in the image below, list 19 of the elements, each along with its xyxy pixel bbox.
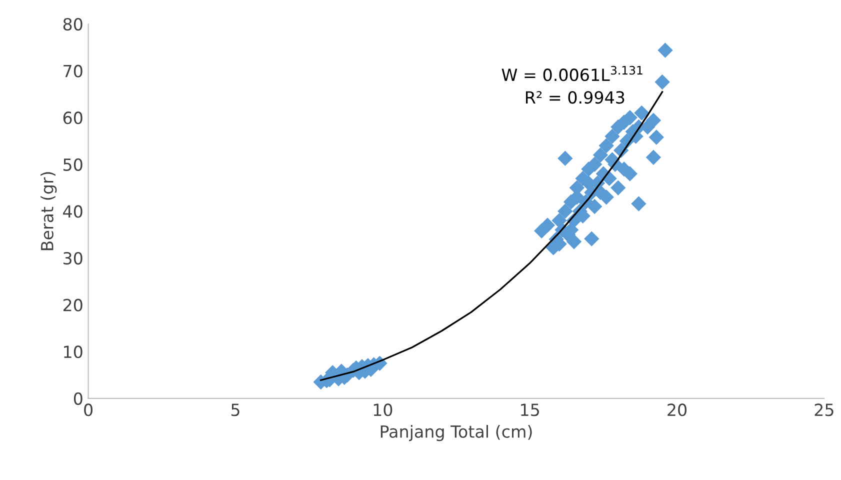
annotation: R² = 0.9943 — [526, 91, 624, 104]
y-tick-label: 40 — [63, 205, 82, 218]
y-axis-title: Berat (gr) — [40, 172, 57, 250]
x-axis-title: Panjang Total (cm) — [380, 424, 532, 442]
x-tick-label: 5 — [231, 404, 240, 416]
y-tick-label: 20 — [63, 298, 82, 312]
y-tick-label: 30 — [64, 252, 82, 265]
x-tick-label: 20 — [668, 404, 686, 416]
x-tick-label: 0 — [84, 404, 92, 416]
y-tick-label: 60 — [63, 112, 82, 124]
x-tick-label: 25 — [814, 404, 834, 416]
annotation: W = 0.0061L$^{3.131}$ — [502, 66, 642, 82]
y-tick-label: 50 — [64, 158, 82, 171]
y-tick-label: 0 — [74, 392, 82, 405]
y-tick-label: 10 — [64, 346, 82, 358]
x-tick-label: 10 — [374, 404, 392, 416]
y-tick-label: 70 — [64, 64, 82, 78]
x-tick-label: 15 — [521, 404, 539, 416]
y-tick-label: 80 — [63, 18, 82, 31]
